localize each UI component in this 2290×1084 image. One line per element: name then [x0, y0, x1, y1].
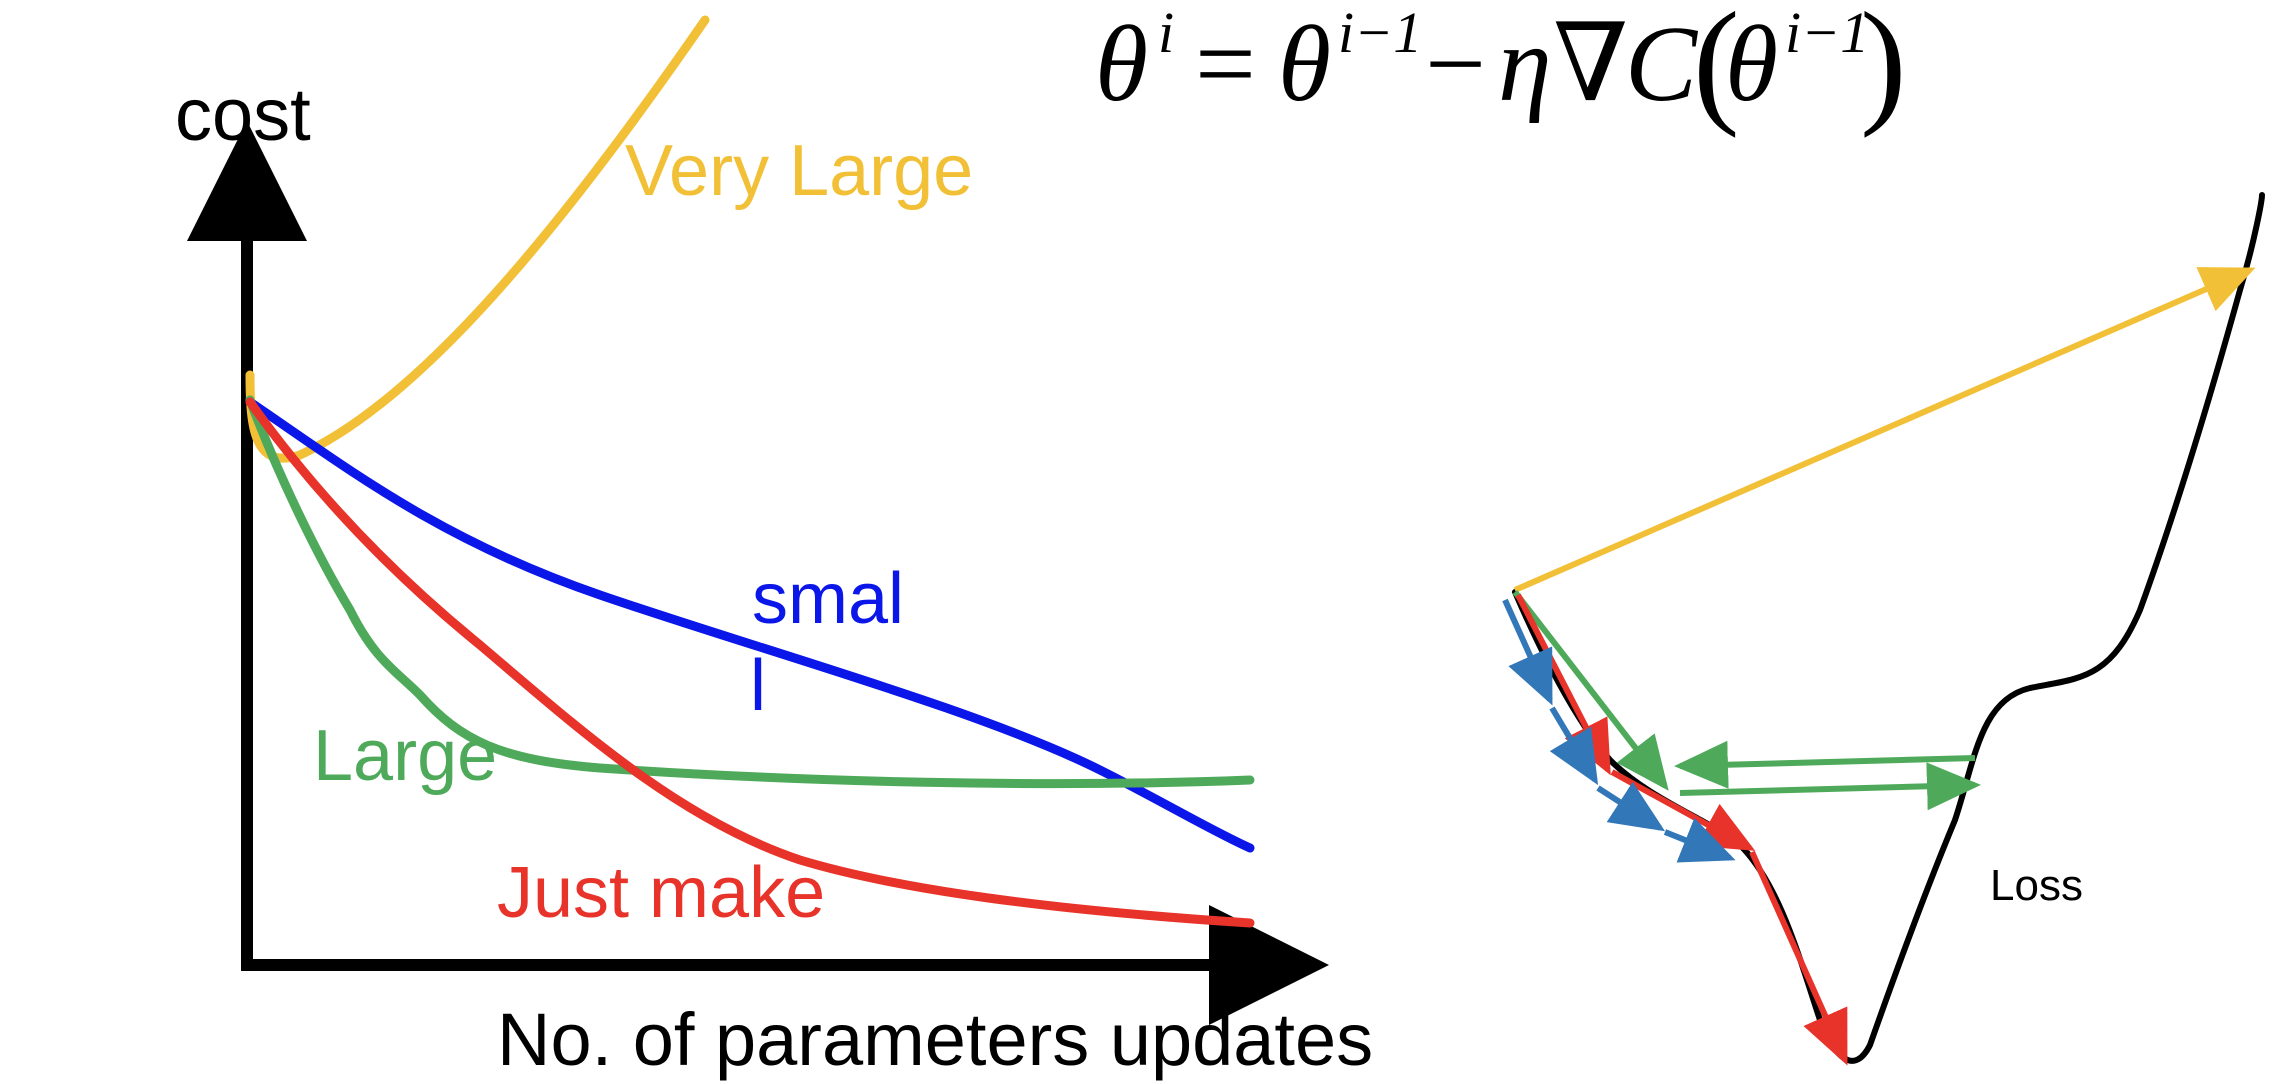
step-small-4: [1663, 817, 1736, 863]
curve-small: [245, 397, 1255, 853]
formula-equals: =: [1195, 5, 1256, 124]
formula-theta-arg: θ: [1725, 5, 1778, 124]
formula-nabla: ∇: [1553, 5, 1628, 124]
step-very-large: [1513, 267, 2256, 593]
step-large-1: [1512, 590, 1669, 791]
label-small: smal: [752, 559, 904, 639]
loss-label: Loss: [1990, 861, 2083, 910]
formula-minus: −: [1425, 5, 1486, 124]
curve-just-make: [245, 397, 1255, 928]
step-large-2: [1674, 740, 1976, 789]
step-small-2: [1549, 706, 1599, 786]
formula-cost-fn: C: [1625, 5, 1699, 124]
cost-plot: cost No. of parameters updates Very Larg…: [175, 15, 1373, 1081]
label-large: Large: [313, 716, 497, 796]
step-just-make-3: [1749, 850, 1848, 1066]
step-just-make-1: [1515, 593, 1611, 776]
label-small-suffix: l: [750, 646, 766, 726]
curve-large: [245, 395, 1255, 789]
formula-superscript-i-minus-1: i−1: [1338, 0, 1422, 65]
formula-superscript-i: i: [1158, 0, 1174, 65]
x-axis-label: No. of parameters updates: [497, 998, 1373, 1081]
label-just-make: Just make: [497, 853, 825, 933]
step-small-3: [1596, 781, 1666, 832]
loss-landscape: Loss: [1502, 192, 2265, 1066]
formula-arg-superscript: i−1: [1785, 0, 1869, 65]
label-very-large: Very Large: [625, 131, 973, 211]
formula-theta-lhs: θ: [1095, 5, 1148, 124]
curve-very-large: [245, 15, 710, 463]
update-formula: θ i = θ i−1 − η ∇ C ( θ i−1 ): [1095, 0, 1907, 139]
y-axis-label: cost: [175, 73, 311, 156]
formula-right-paren: ): [1860, 0, 1907, 139]
step-large-3: [1679, 762, 1981, 811]
step-small-1: [1502, 598, 1553, 706]
formula-left-paren: (: [1693, 0, 1740, 139]
formula-theta-prev: θ: [1278, 5, 1331, 124]
loss-curve: [1512, 192, 2265, 1064]
formula-eta: η: [1498, 5, 1552, 124]
